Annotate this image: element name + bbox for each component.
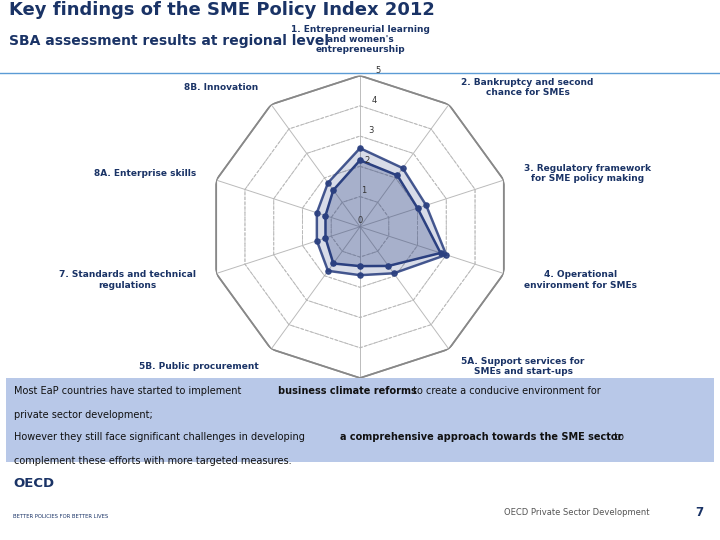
Text: a comprehensive approach towards the SME sector: a comprehensive approach towards the SME… [340,433,623,442]
Text: to create a conducive environment for: to create a conducive environment for [410,387,600,396]
Point [397,164,408,172]
Text: 5A. Support services for
SMEs and start-ups: 5A. Support services for SMEs and start-… [462,356,585,376]
Text: However they still face significant challenges in developing: However they still face significant chal… [14,433,308,442]
Point [382,261,394,270]
Point [354,262,366,271]
Text: 1: 1 [361,186,366,195]
Text: Most EaP countries have started to implement: Most EaP countries have started to imple… [14,387,245,396]
Point [320,234,331,242]
Text: 2. Bankruptcy and second
chance for SMEs: 2. Bankruptcy and second chance for SMEs [462,78,594,97]
Polygon shape [325,160,441,266]
Text: 7. Standards and technical
regulations: 7. Standards and technical regulations [59,271,196,290]
Point [328,259,339,268]
Text: 8A. Enterprise skills: 8A. Enterprise skills [94,169,196,178]
Text: to: to [608,433,624,442]
Text: BETTER POLICIES FOR BETTER LIVES: BETTER POLICIES FOR BETTER LIVES [13,514,108,519]
Point [412,204,423,212]
Polygon shape [317,148,446,275]
Text: 1. Entrepreneurial learning
and women's
entrepreneurship: 1. Entrepreneurial learning and women's … [291,25,429,55]
Text: 6. Access to finance for
SMEs: 6. Access to finance for SMEs [300,399,420,418]
Text: Key findings of the SME Policy Index 2012: Key findings of the SME Policy Index 201… [9,2,434,19]
Point [420,201,432,210]
Text: OECD: OECD [13,477,54,490]
Text: 3: 3 [369,126,374,135]
Text: 5: 5 [376,66,381,75]
Text: 0: 0 [358,217,363,225]
Point [328,186,339,194]
Text: 4. Operational
environment for SMEs: 4. Operational environment for SMEs [524,271,637,290]
Point [441,251,452,259]
Point [320,211,331,220]
Point [435,248,446,257]
Text: 3. Regulatory framework
for SME policy making: 3. Regulatory framework for SME policy m… [524,164,651,183]
Point [323,267,334,275]
Point [388,269,400,278]
Text: OECD Private Sector Development: OECD Private Sector Development [504,508,649,517]
Point [311,208,323,217]
Text: private sector development;: private sector development; [14,410,153,420]
Point [354,271,366,280]
Point [354,156,366,165]
Text: 2: 2 [365,156,370,165]
Text: 5B. Public procurement: 5B. Public procurement [139,362,258,371]
Text: 8B. Innovation: 8B. Innovation [184,83,258,92]
Point [354,144,366,152]
Text: SBA assessment results at regional level: SBA assessment results at regional level [9,33,328,48]
Text: business climate reforms: business climate reforms [278,387,417,396]
FancyBboxPatch shape [6,378,714,462]
Text: 7: 7 [695,506,703,519]
Text: 4: 4 [372,96,377,105]
Point [392,171,403,180]
Point [323,178,334,187]
Point [311,237,323,245]
Text: complement these efforts with more targeted measures.: complement these efforts with more targe… [14,456,292,466]
